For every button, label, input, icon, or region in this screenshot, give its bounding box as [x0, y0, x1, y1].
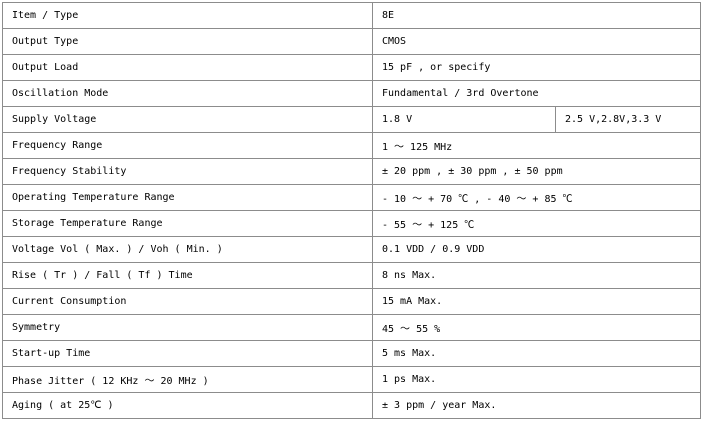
spec-value: 1.8 V: [372, 106, 556, 133]
spec-value: 15 pF , or specify: [371, 54, 702, 81]
spec-value: 1 ～ 125 MHz: [371, 132, 702, 159]
table-row: Output Load 15 pF , or specify: [2, 54, 702, 81]
table-row: Voltage Vol ( Max. ) / Voh ( Min. ) 0.1 V…: [2, 236, 702, 263]
spec-value: CMOS: [371, 28, 702, 55]
spec-value-alt: 2.5 V,2.8V,3.3 V: [554, 106, 702, 133]
spec-value: - 10 ～ + 70 ℃ , - 40 ～ + 85 ℃: [371, 184, 702, 211]
spec-value: - 55 ～ + 125 ℃: [371, 210, 702, 237]
spec-label: Aging ( at 25℃ ): [2, 392, 373, 419]
table-row: Phase Jitter ( 12 KHz ～ 20 MHz ) 1 ps Max…: [2, 366, 702, 393]
spec-value: 15 mA Max.: [371, 288, 702, 315]
table-row: Item / Type 8E: [2, 2, 702, 29]
table-row: Oscillation Mode Fundamental / 3rd Overto…: [2, 80, 702, 107]
spec-label: Frequency Stability: [2, 158, 373, 185]
spec-label: Output Load: [2, 54, 373, 81]
spec-value: 8E: [371, 2, 702, 29]
table-row: Rise ( Tr ) / Fall ( Tf ) Time 8 ns Max.: [2, 262, 702, 289]
table-row: Frequency Stability ± 20 ppm , ± 30 ppm ,…: [2, 158, 702, 185]
table-row: Output Type CMOS: [2, 28, 702, 55]
table-row: Operating Temperature Range - 10 ～ + 70 ℃…: [2, 184, 702, 211]
spec-label: Oscillation Mode: [2, 80, 373, 107]
spec-label: Current Consumption: [2, 288, 373, 315]
table-row: Frequency Range 1 ～ 125 MHz: [2, 132, 702, 159]
spec-label: Rise ( Tr ) / Fall ( Tf ) Time: [2, 262, 373, 289]
spec-value: ± 3 ppm / year Max.: [371, 392, 702, 419]
table-row: Start-up Time 5 ms Max.: [2, 340, 702, 367]
spec-value: 8 ns Max.: [371, 262, 702, 289]
spec-value: 45 ～ 55 %: [371, 314, 702, 341]
spec-value: ± 20 ppm , ± 30 ppm , ± 50 ppm: [371, 158, 702, 185]
spec-value: 1 ps Max.: [371, 366, 702, 393]
spec-label: Frequency Range: [2, 132, 373, 159]
table-row: Current Consumption 15 mA Max.: [2, 288, 702, 315]
spec-label: Symmetry: [2, 314, 373, 341]
table-row: Aging ( at 25℃ ) ± 3 ppm / year Max.: [2, 392, 702, 419]
table-row: Storage Temperature Range - 55 ～ + 125 ℃: [2, 210, 702, 237]
spec-label: Operating Temperature Range: [2, 184, 373, 211]
spec-label: Voltage Vol ( Max. ) / Voh ( Min. ): [2, 236, 373, 263]
spec-label: Phase Jitter ( 12 KHz ～ 20 MHz ): [2, 366, 373, 393]
table-row: Supply Voltage 1.8 V 2.5 V,2.8V,3.3 V: [2, 106, 702, 133]
spec-value: Fundamental / 3rd Overtone: [371, 80, 702, 107]
spec-value: 5 ms Max.: [371, 340, 702, 367]
spec-label: Start-up Time: [2, 340, 373, 367]
table-row: Symmetry 45 ～ 55 %: [2, 314, 702, 341]
spec-label: Output Type: [2, 28, 373, 55]
spec-label: Supply Voltage: [2, 106, 373, 133]
spec-value: 0.1 VDD / 0.9 VDD: [371, 236, 702, 263]
spec-label: Storage Temperature Range: [2, 210, 373, 237]
spec-label: Item / Type: [2, 2, 373, 29]
